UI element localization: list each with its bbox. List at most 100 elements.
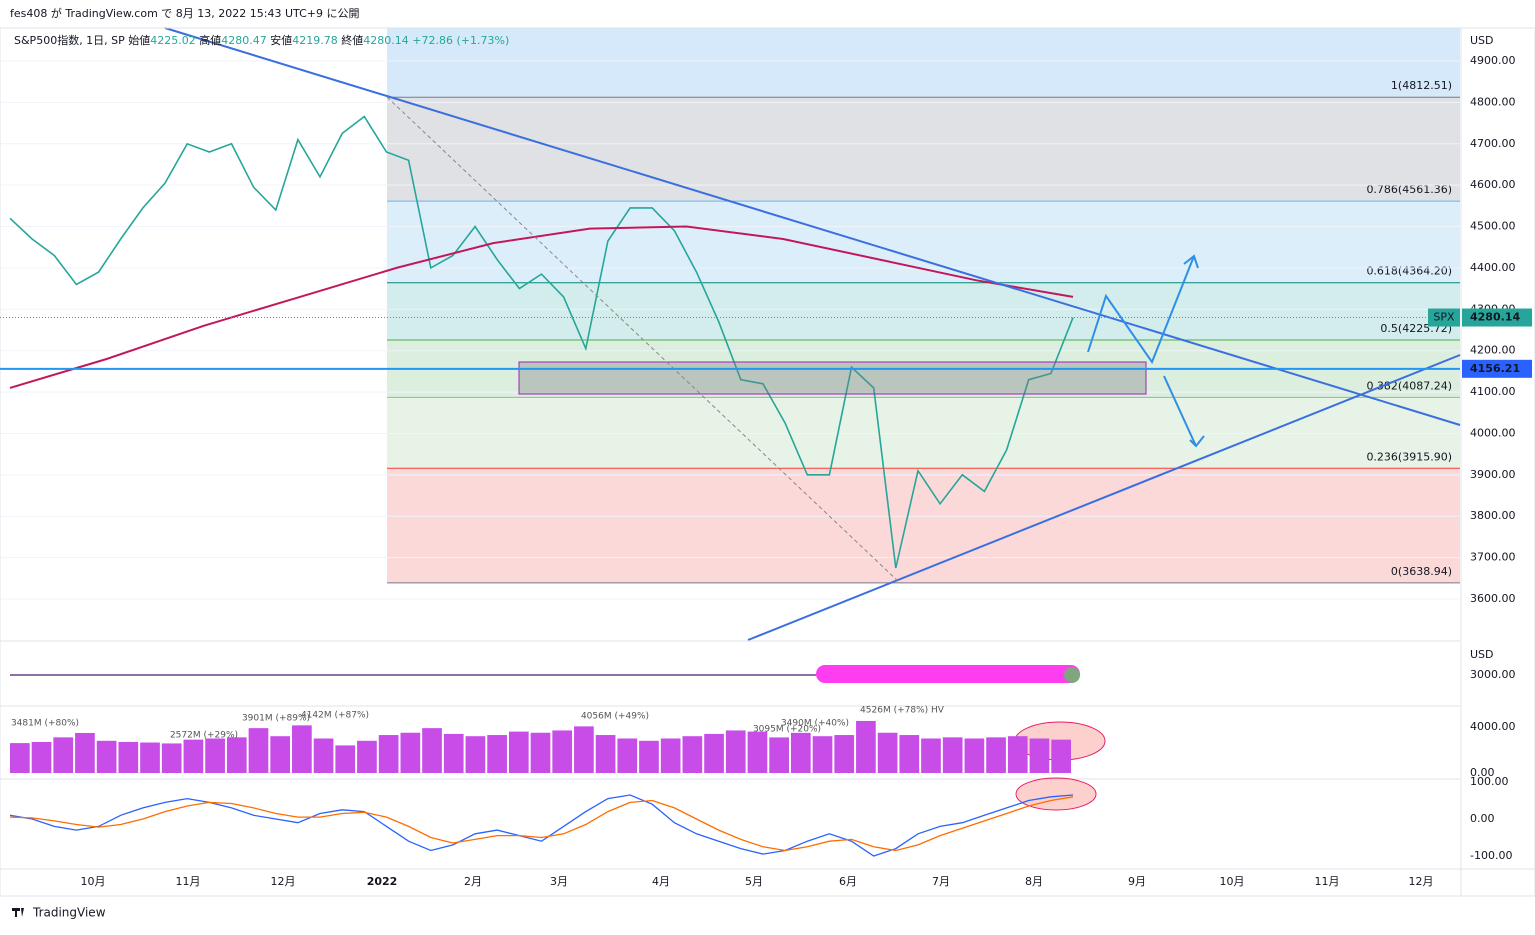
fib-label: 1(4812.51) [1391, 79, 1452, 92]
x-tick-label: 4月 [652, 875, 670, 888]
y-tick-label: 4600.00 [1470, 178, 1516, 191]
x-tick-label: 10月 [81, 875, 106, 888]
y-tick-label: 3800.00 [1470, 509, 1516, 522]
y-tick-label: 3000.00 [1470, 668, 1516, 681]
fib-label: 0.786(4561.36) [1366, 183, 1452, 196]
volume-bar [270, 736, 291, 773]
level-tag [1462, 359, 1532, 378]
x-tick-label: 9月 [1128, 875, 1146, 888]
volume-bar [443, 733, 464, 773]
volume-bar [769, 737, 789, 773]
indicator-band [816, 665, 1080, 683]
volume-bar [574, 726, 594, 773]
volume-annotation: 3095M (+20%) [753, 725, 821, 735]
dashed-line [386, 96, 901, 584]
volume-bar [292, 725, 312, 773]
y-tick-label: 3900.00 [1470, 468, 1516, 481]
volume-bar [964, 738, 985, 773]
h-label: 高値 [199, 33, 221, 47]
highlight [1015, 777, 1097, 811]
volume-bar [1051, 739, 1071, 773]
volume-bar [422, 728, 442, 773]
volume-bar [378, 735, 399, 773]
y-tick-label: 4100.00 [1470, 385, 1516, 398]
y-tick-label: 4500.00 [1470, 220, 1516, 233]
x-tick-label: 11月 [1315, 875, 1340, 888]
fib-label: 0.236(3915.90) [1366, 450, 1452, 463]
price-label: 4280.14 [1470, 311, 1520, 324]
level-label: 4156.21 [1470, 362, 1520, 375]
volume-bar [248, 728, 269, 773]
y-tick-label: 100.00 [1470, 775, 1509, 788]
volume-bar [140, 742, 160, 773]
volume-bar [552, 730, 573, 773]
y-tick-label: 4400.00 [1470, 261, 1516, 274]
open: 4225.02 [150, 34, 196, 47]
y-tick-label: 4000.00 [1470, 720, 1516, 733]
volume-bar [118, 741, 139, 773]
volume-bar [790, 732, 811, 773]
volume-annotation: 4056M (+49%) [581, 712, 649, 722]
low: 4219.78 [292, 34, 338, 47]
fib-label: 0.618(4364.20) [1366, 265, 1452, 278]
x-tick-label: 5月 [745, 875, 763, 888]
plot: 1(4812.51) 0.786(4561.36) 0.618(4364.20) 0.… [0, 27, 1461, 641]
volume-bar [986, 737, 1006, 773]
zone-box [518, 361, 1147, 395]
volume-bar [682, 736, 703, 773]
macd-line [9, 796, 1074, 852]
volume-bar [1007, 736, 1028, 773]
change: +72.86 (+1.73%) [412, 34, 509, 47]
zone [387, 28, 1460, 98]
x-tick-label: 12月 [1409, 875, 1434, 888]
trend-line [164, 27, 1461, 426]
zone [387, 397, 1460, 469]
volume-bar [660, 738, 681, 773]
y-tick-label: 4900.00 [1470, 54, 1516, 67]
volume-bar [465, 736, 486, 773]
y-tick-label: 4000.00 [1470, 426, 1516, 439]
symbol-label: SPX [1433, 311, 1455, 324]
volume-annotation: 4526M (+78%) HV [860, 706, 945, 716]
volume-annotation: 4142M (+87%) [301, 711, 369, 721]
macd-line [9, 794, 1074, 857]
indicator-dot [1064, 667, 1080, 683]
volume-bar [921, 738, 941, 773]
volume-bar [335, 745, 356, 773]
volume-bar [877, 732, 898, 773]
trend-line [747, 354, 1461, 641]
symbol-tag [1428, 308, 1460, 327]
zone [387, 468, 1460, 583]
volume-bar [400, 732, 421, 773]
volume-bar [96, 740, 117, 773]
y-tick-label: 4800.00 [1470, 95, 1516, 108]
volume-bar [530, 732, 551, 773]
volume-annotation: 3481M (+80%) [11, 719, 79, 729]
logo [12, 908, 24, 917]
zone [387, 201, 1460, 283]
volume-bar [205, 738, 225, 773]
volume-bar [487, 735, 507, 773]
volume-bar [725, 730, 746, 773]
frame [0, 27, 1535, 897]
x-tick-label: 8月 [1025, 875, 1043, 888]
symbol: S&P500指数, 1日, SP [14, 33, 125, 47]
legend: S&P500指数, 1日, SP 始値4225.02 高値4280.47 安値4… [14, 33, 509, 47]
volume-bar [161, 743, 182, 773]
x-tick-label: 12月 [271, 875, 296, 888]
y-tick-label: -100.00 [1470, 849, 1512, 862]
volume-bar [834, 735, 855, 773]
o-label: 始値 [128, 33, 150, 47]
volume-bar [639, 740, 659, 773]
y-tick-label: 3600.00 [1470, 592, 1516, 605]
y-tick-label: 4700.00 [1470, 137, 1516, 150]
footer: TradingView [32, 906, 106, 920]
x-tick-label: 10月 [1220, 875, 1245, 888]
arrow [1087, 254, 1205, 448]
zone [387, 97, 1460, 202]
volume-annotation: 3901M (+89%) [242, 714, 310, 724]
fib-label: 0.382(4087.24) [1366, 379, 1452, 392]
volume-bar [595, 735, 616, 773]
currency: USD [1470, 648, 1494, 661]
